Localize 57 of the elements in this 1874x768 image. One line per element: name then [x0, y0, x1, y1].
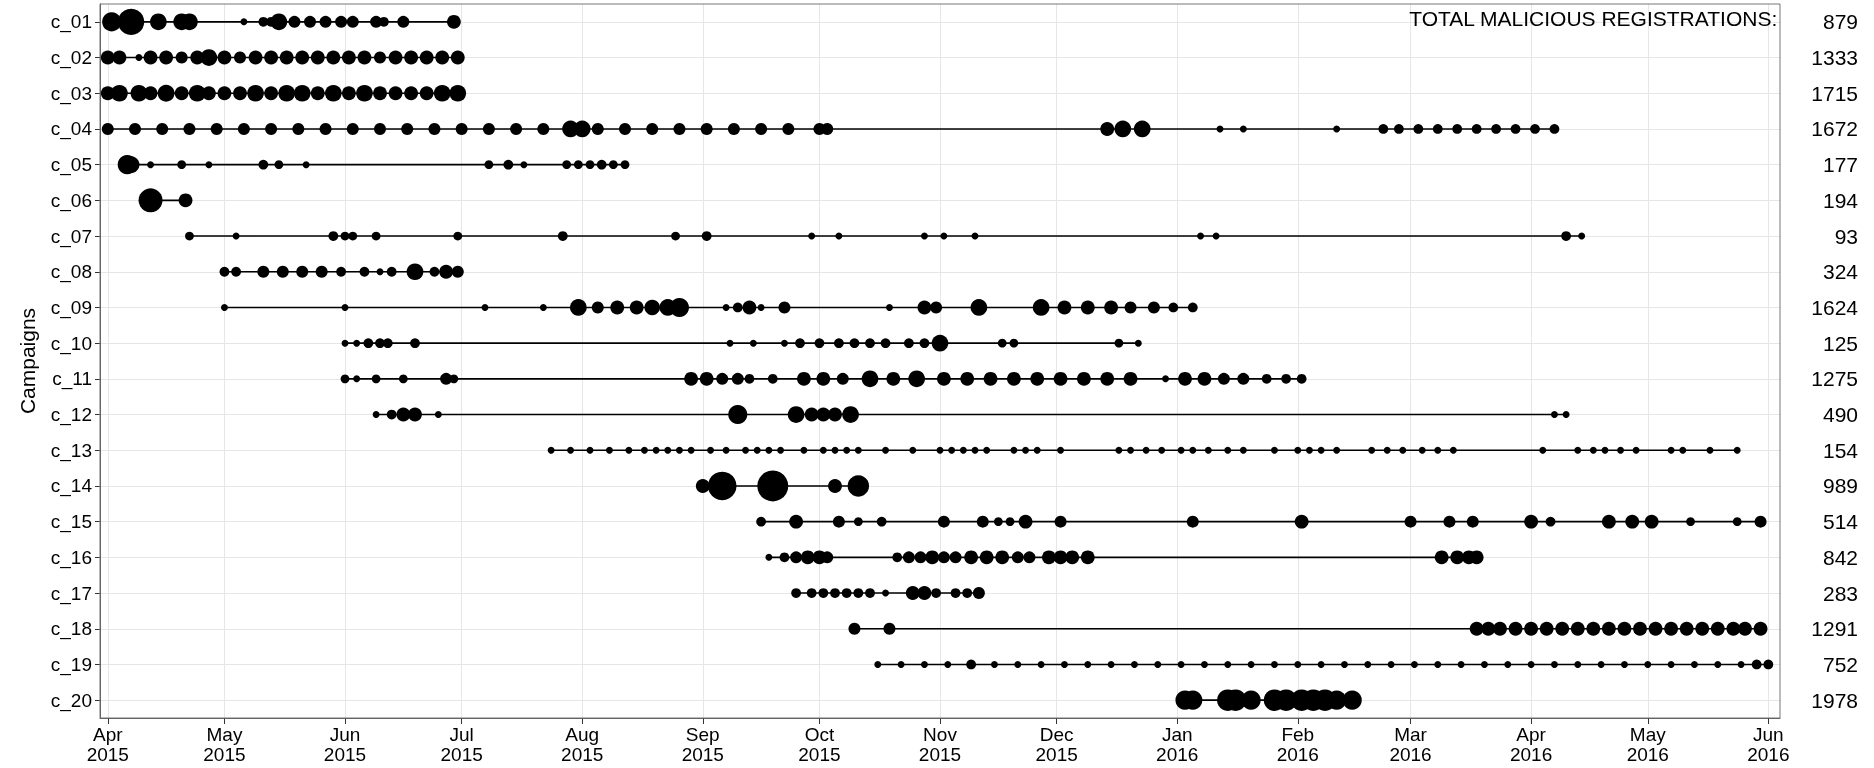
y-tick-label: c_18 [50, 618, 92, 641]
y-tick-label: c_10 [50, 332, 92, 355]
y-tick-label: c_01 [50, 11, 92, 34]
y-tick-label: c_07 [50, 225, 92, 248]
text: 93 [1834, 224, 1858, 248]
x-tick-label: Jul 2015 [440, 723, 483, 765]
x-tick-label: Mar 2016 [1389, 723, 1432, 765]
x-tick-label: Apr 2016 [1509, 723, 1553, 765]
y-tick-label: c_17 [50, 582, 92, 605]
x-tick-label: Feb 2016 [1276, 723, 1319, 765]
y-tick-label: c_20 [50, 689, 92, 712]
y-tick-label: c_11 [52, 368, 92, 391]
y-tick-label: c_14 [50, 475, 93, 498]
text: 1672 [1811, 117, 1858, 141]
x-tick-label: May 2016 [1626, 723, 1669, 765]
y-tick-label: c_15 [50, 511, 92, 534]
y-tick-label: c_04 [50, 118, 93, 141]
y-tick-label: c_03 [50, 82, 92, 105]
text: 177 [1822, 153, 1858, 177]
text: 514 [1822, 510, 1858, 534]
text: 1275 [1811, 367, 1858, 391]
y-tick-label: c_06 [50, 189, 92, 212]
y-tick-label: c_12 [50, 404, 92, 427]
text: 1978 [1811, 688, 1858, 712]
y-tick-label: c_05 [50, 154, 92, 177]
x-tick-label: Dec 2015 [1035, 723, 1078, 765]
y-tick-label: c_16 [50, 546, 92, 569]
text: 989 [1822, 474, 1858, 498]
y-tick-label: c_08 [50, 261, 92, 284]
text: 1291 [1811, 617, 1858, 641]
text: 283 [1822, 581, 1858, 605]
x-tick-label: Aug 2015 [561, 723, 604, 765]
x-tick-label: Jan 2016 [1156, 723, 1199, 765]
text: 1333 [1811, 46, 1858, 70]
x-tick-label: May 2015 [203, 723, 246, 765]
x-tick-label: Sep 2015 [681, 723, 724, 765]
x-tick-label: Jun 2015 [323, 723, 367, 765]
text: 1624 [1811, 295, 1858, 319]
text: 879 [1822, 10, 1858, 34]
text: 490 [1822, 403, 1858, 427]
text: 752 [1822, 652, 1858, 676]
text: 324 [1822, 260, 1858, 284]
y-axis-title: Campaigns [16, 307, 39, 415]
text: 125 [1822, 331, 1858, 355]
text: 842 [1822, 545, 1858, 569]
x-tick-label: Oct 2015 [798, 723, 841, 765]
y-tick-label: c_13 [50, 439, 92, 462]
y-tick-label: c_02 [50, 47, 92, 70]
text: 194 [1822, 188, 1858, 212]
y-tick-label: c_19 [50, 653, 92, 676]
x-tick-label: Jun 2016 [1747, 723, 1790, 765]
x-tick-label: Apr 2015 [86, 723, 129, 765]
text: 1715 [1811, 81, 1858, 105]
annotation: TOTAL MALICIOUS REGISTRATIONS: [1409, 7, 1778, 30]
y-tick-label: c_09 [50, 296, 92, 319]
x-tick-label: Nov 2015 [918, 723, 962, 765]
text: 154 [1822, 438, 1858, 462]
